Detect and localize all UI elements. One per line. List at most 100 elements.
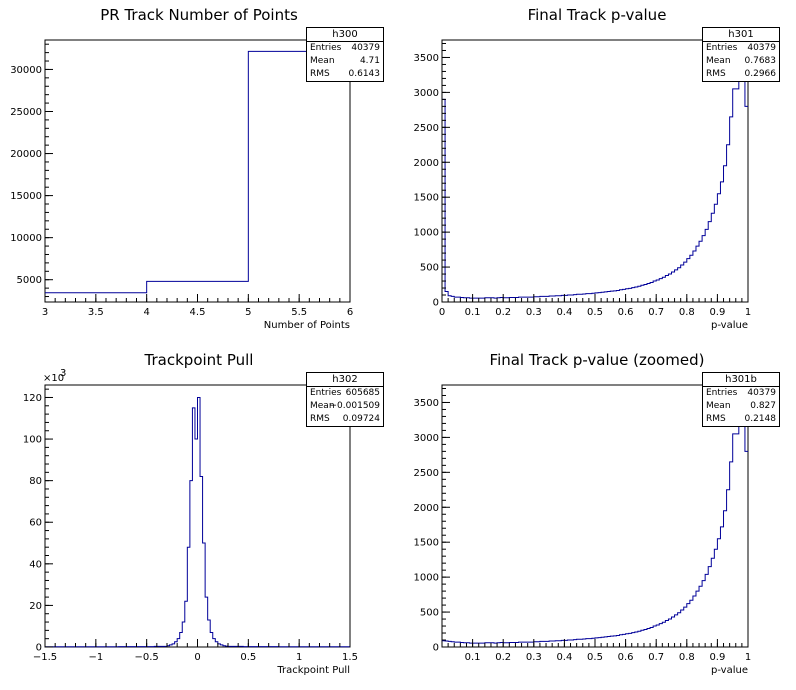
x-axis-label: p-value (711, 320, 748, 331)
y-multiplier-label: ×10 (43, 373, 64, 384)
x-tick-label: 0.5 (587, 307, 603, 318)
plot-area: 0 500 1000 1500 2000 2500 3000 3500 0.1 0.2 0.3 0.4… (414, 384, 751, 676)
y-tick-label: 500 (420, 608, 439, 619)
stats-mean-label: Mean (310, 401, 335, 411)
stats-mean-label: Mean (706, 401, 731, 411)
stats-entries-label: Entries (310, 388, 342, 398)
stats-name: h302 (307, 373, 383, 387)
plot-pad-p-value-zoomed: Final Track p-value (zoomed) 0 500 1000 150… (398, 345, 796, 690)
x-tick-label: 5.5 (291, 307, 307, 318)
stats-entries-value: 40379 (747, 388, 776, 398)
y-tick-label: 3500 (414, 398, 439, 409)
stats-box: h302 Entries 605685 Mean −0.001509 RMS 0.09… (306, 372, 384, 427)
x-axis-label: p-value (711, 665, 748, 676)
stats-rms-value: 0.6143 (348, 69, 381, 79)
y-tick-label: 3500 (414, 53, 439, 64)
stats-name: h300 (307, 28, 383, 42)
x-tick-label: 0 (194, 652, 200, 663)
x-tick-label: 4 (143, 307, 149, 318)
y-tick-label: 2000 (414, 503, 439, 514)
x-tick-label: 0.1 (465, 307, 481, 318)
stats-rms-value: 0.09724 (342, 414, 380, 424)
plot-area: 0 20 40 60 80 100 120 −1.5 −1 −0.5 0 0.5 1 1.5 Trackpo… (23, 368, 358, 676)
plot-pad-trackpoint-pull: Trackpoint Pull 0 20 40 60 80 100 120 −1.5 −1 −0.… (0, 345, 398, 690)
y-tick-label: 120 (23, 393, 42, 404)
x-tick-label: 0.9 (709, 307, 725, 318)
stats-box: h301 Entries 40379 Mean 0.7683 RMS 0.2966 (702, 27, 780, 82)
y-tick-label: 0 (36, 643, 42, 654)
stats-entries-value: 40379 (351, 43, 380, 53)
stats-mean-value: 0.7683 (744, 56, 777, 66)
x-tick-label: −0.5 (135, 652, 159, 663)
x-tick-label: 1 (745, 652, 751, 663)
y-tick-label: 500 (420, 263, 439, 274)
stats-mean-label: Mean (706, 56, 731, 66)
plot-area: 0 500 1000 1500 2000 2500 3000 3500 0 0.1 0.2 0.3 0.… (414, 39, 751, 331)
y-tick-label: 20 (29, 601, 42, 612)
stats-rms-label: RMS (706, 414, 726, 424)
x-tick-label: 0.2 (495, 652, 511, 663)
x-tick-label: 3 (42, 307, 48, 318)
x-tick-label: 4.5 (190, 307, 206, 318)
y-tick-label: 15000 (10, 191, 42, 202)
y-tick-label: 0 (433, 298, 439, 309)
y-tick-label: 10000 (10, 233, 42, 244)
y-tick-label: 3000 (414, 88, 439, 99)
y-tick-label: 25000 (10, 107, 42, 118)
y-multiplier-exponent: 3 (60, 368, 66, 379)
x-tick-label: 0.8 (679, 307, 695, 318)
y-tick-label: 100 (23, 435, 42, 446)
x-tick-label: 0.5 (587, 652, 603, 663)
y-tick-label: 1500 (414, 193, 439, 204)
x-tick-label: 0.4 (556, 652, 572, 663)
y-tick-label: 60 (29, 518, 42, 529)
x-tick-label: 0.6 (618, 307, 634, 318)
plot-pad-number-of-points: PR Track Number of Points 5000 10000 15000… (0, 0, 398, 345)
stats-rms-value: 0.2966 (744, 69, 777, 79)
y-tick-label: 2000 (414, 158, 439, 169)
y-tick-label: 1000 (414, 573, 439, 584)
stats-name: h301b (703, 373, 779, 387)
plot-area: 5000 10000 15000 20000 25000 30000 3 3.5 4 4.5 5 5.… (10, 39, 353, 331)
plot-title: Trackpoint Pull (144, 351, 254, 369)
histogram-p-value-zoomed: 0 500 1000 1500 2000 2500 3000 3500 0.1 0.2 0.3 0.4… (414, 384, 751, 676)
y-tick-label: 1500 (414, 538, 439, 549)
plot-frame (44, 39, 351, 303)
x-tick-label: 0.9 (709, 652, 725, 663)
histogram-p-value: 0 500 1000 1500 2000 2500 3000 3500 0 0.1 0.2 0.3 0.… (414, 39, 751, 331)
y-tick-label: 2500 (414, 123, 439, 134)
x-tick-label: 1.5 (342, 652, 358, 663)
stats-box: h300 Entries 40379 Mean 4.71 RMS 0.6143 (306, 27, 384, 82)
stats-mean-value: 4.71 (359, 56, 380, 66)
stats-box: h301b Entries 40379 Mean 0.827 RMS 0.2148 (702, 372, 780, 427)
x-axis-label: Number of Points (264, 320, 350, 331)
stats-entries-label: Entries (706, 388, 738, 398)
y-tick-label: 3000 (414, 433, 439, 444)
x-tick-label: 0.4 (556, 307, 572, 318)
x-tick-label: 5 (245, 307, 251, 318)
y-tick-label: 40 (29, 559, 42, 570)
histogram-line (442, 74, 748, 299)
histogram-line (45, 50, 350, 294)
x-tick-label: 0.3 (526, 307, 542, 318)
x-tick-label: 0.5 (240, 652, 256, 663)
histogram-line (442, 419, 748, 644)
plot-title: Final Track p-value (zoomed) (489, 351, 705, 369)
plot-title: Final Track p-value (527, 6, 667, 24)
y-tick-label: 2500 (414, 468, 439, 479)
histogram-line (45, 396, 350, 648)
stats-name: h301 (703, 28, 779, 42)
stats-entries-label: Entries (310, 43, 342, 53)
plot-pad-p-value: Final Track p-value 0 500 1000 1500 2000 2500… (398, 0, 796, 345)
stats-mean-value: 0.827 (750, 401, 776, 411)
x-tick-label: −1 (88, 652, 103, 663)
histogram-number-of-points: 5000 10000 15000 20000 25000 30000 3 3.5 4 4.5 5 5.… (10, 39, 353, 331)
y-tick-label: 30000 (10, 65, 42, 76)
stats-entries-value: 40379 (747, 43, 776, 53)
stats-mean-label: Mean (310, 56, 335, 66)
y-tick-label: 1000 (414, 228, 439, 239)
x-tick-label: 1 (296, 652, 302, 663)
x-tick-label: 1 (745, 307, 751, 318)
y-tick-label: 5000 (17, 275, 42, 286)
x-tick-label: 6 (347, 307, 353, 318)
